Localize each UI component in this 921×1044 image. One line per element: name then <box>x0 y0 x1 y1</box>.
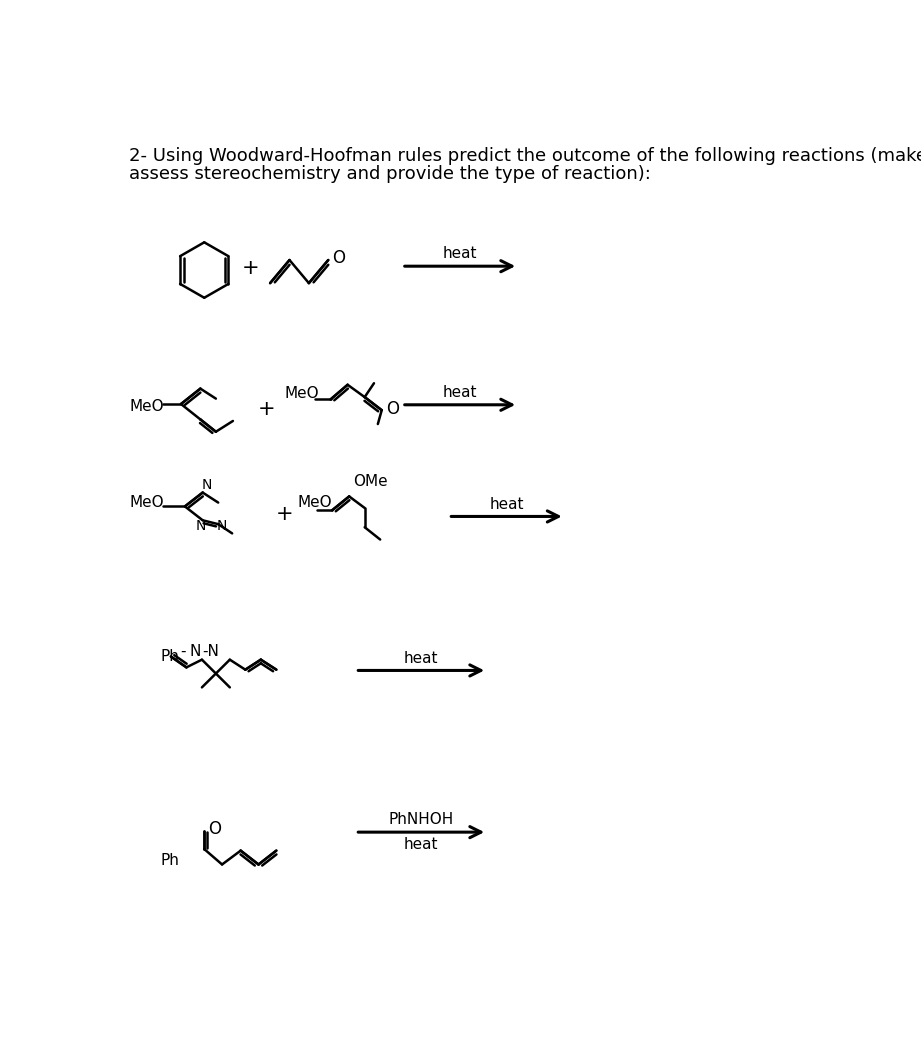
Text: O: O <box>208 820 222 838</box>
Text: N: N <box>216 520 227 533</box>
Text: heat: heat <box>404 837 438 852</box>
Text: assess stereochemistry and provide the type of reaction):: assess stereochemistry and provide the t… <box>129 165 651 184</box>
Text: Ph: Ph <box>160 853 179 869</box>
Text: -: - <box>181 644 186 659</box>
Text: +: + <box>258 399 275 419</box>
Text: N: N <box>202 478 212 492</box>
Text: MeO: MeO <box>284 385 319 401</box>
Text: O: O <box>332 250 345 267</box>
Text: PhNHOH: PhNHOH <box>389 812 454 827</box>
Text: N: N <box>196 520 206 533</box>
Text: +: + <box>242 258 260 278</box>
Text: heat: heat <box>489 497 524 512</box>
Text: O: O <box>386 400 399 418</box>
Text: MeO: MeO <box>129 399 164 413</box>
Text: MeO: MeO <box>297 495 332 511</box>
Text: OMe: OMe <box>354 474 388 489</box>
Text: N: N <box>190 644 201 659</box>
Text: heat: heat <box>404 650 438 666</box>
Text: MeO: MeO <box>129 495 164 511</box>
Text: heat: heat <box>443 385 477 400</box>
Text: 2- Using Woodward-Hoofman rules predict the outcome of the following reactions (: 2- Using Woodward-Hoofman rules predict … <box>129 147 921 165</box>
Text: heat: heat <box>443 246 477 261</box>
Text: -N: -N <box>202 644 219 659</box>
Text: Ph: Ph <box>160 649 179 664</box>
Text: +: + <box>275 504 293 524</box>
